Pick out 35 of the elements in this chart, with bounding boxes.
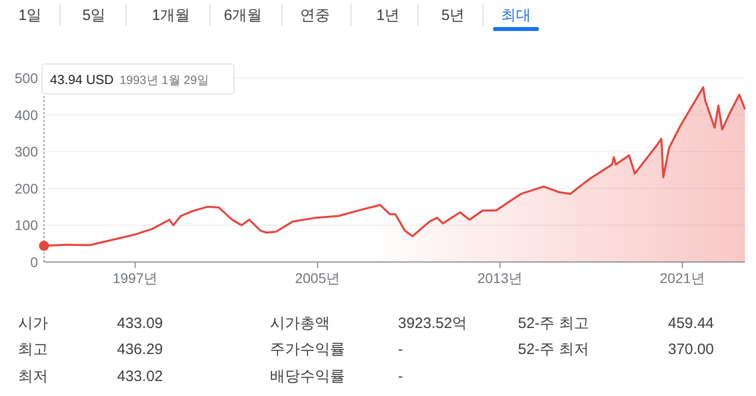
text: 5년	[441, 7, 465, 24]
x-tick-label: 2005년	[294, 270, 340, 286]
text: 최고	[18, 341, 48, 358]
text: 시가	[18, 315, 48, 332]
text: 주가수익률	[270, 341, 345, 358]
y-tick-label: 400	[14, 106, 38, 123]
text: 1일	[18, 7, 42, 24]
text: 436.29	[117, 341, 163, 358]
y-tick-label: 300	[14, 144, 38, 160]
text: 370.00	[668, 341, 714, 358]
text: 연중	[300, 7, 330, 24]
text: 52-주 최저	[518, 341, 589, 358]
text: 최저	[18, 368, 48, 385]
text: 1년	[376, 7, 400, 24]
y-tick-label: 0	[30, 254, 38, 270]
text: 52-주 최고	[518, 315, 589, 332]
text: 배당수익률	[270, 368, 345, 385]
text: 6개월	[224, 7, 262, 24]
x-tick-label: 2021년	[660, 270, 705, 286]
text: 459.44	[668, 315, 714, 332]
y-tick-label: 100	[14, 217, 38, 234]
text: -	[398, 368, 403, 385]
y-tick-label: 200	[14, 180, 38, 196]
text: 1개월	[152, 7, 190, 24]
text: 시가총액	[270, 315, 330, 332]
y-tick-label: 500	[14, 70, 38, 86]
x-tick-label: 2013년	[477, 270, 523, 286]
text: -	[398, 341, 403, 358]
text: 3923.52억	[398, 315, 468, 332]
annotation: 43.94 USD 1993년 1월 29일	[50, 72, 209, 87]
text: 5일	[82, 7, 106, 24]
x-tick-label: 1997년	[112, 270, 158, 286]
text: 433.09	[117, 315, 163, 332]
text: 최대	[501, 7, 531, 24]
text: 433.02	[117, 368, 163, 385]
